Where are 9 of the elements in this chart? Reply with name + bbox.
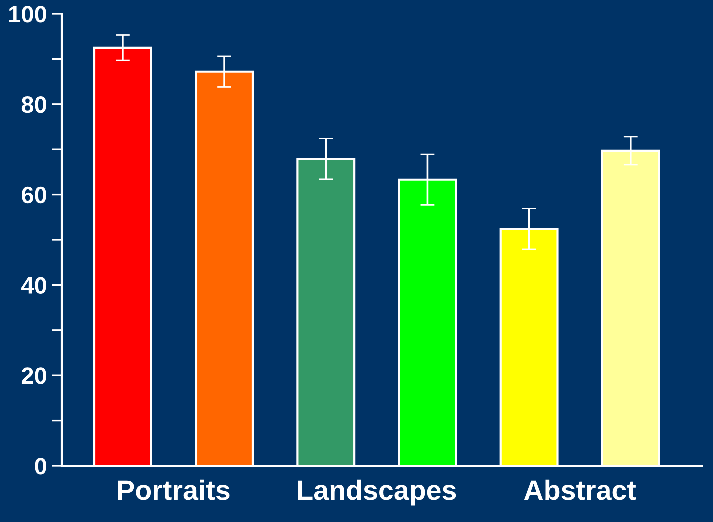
x-tick-label: Portraits (118, 480, 230, 500)
y-tick-label: 0 (35, 458, 46, 475)
y-tick-label: 80 (22, 96, 46, 114)
y-tick-label: 40 (22, 277, 46, 294)
y-tick-label: 60 (22, 186, 46, 204)
x-tick-label: Abstract (524, 480, 636, 500)
y-tick-label: 20 (22, 368, 46, 384)
y-tick-label: 100 (10, 6, 46, 23)
x-tick-label: Landscapes (298, 480, 456, 506)
